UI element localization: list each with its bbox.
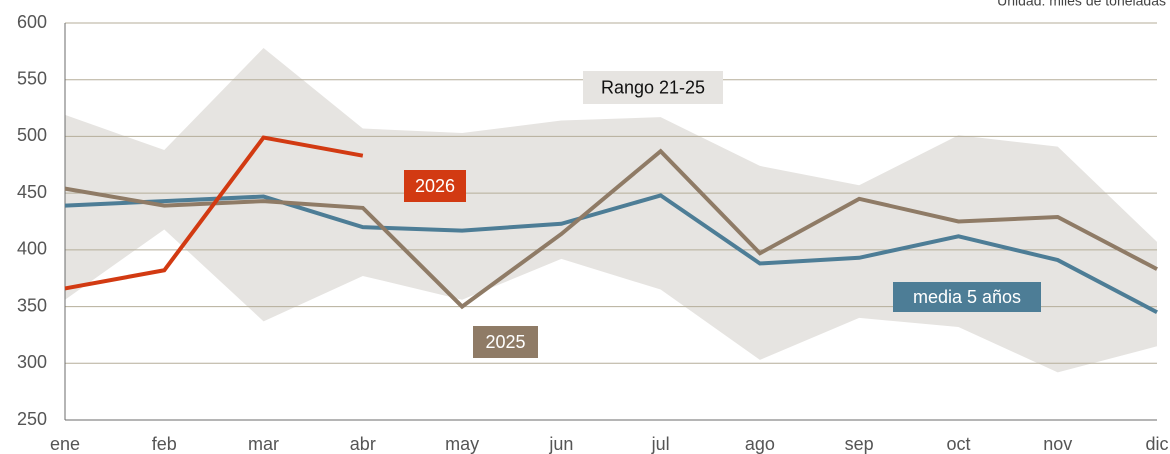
y-tick-label: 450 bbox=[17, 182, 47, 202]
series-line bbox=[64, 135, 364, 291]
y-tick-label: 600 bbox=[17, 12, 47, 32]
y-tick-label: 350 bbox=[17, 295, 47, 315]
label-box bbox=[893, 282, 1041, 312]
x-tick-label: ene bbox=[50, 434, 80, 454]
series-label: 2026 bbox=[415, 176, 455, 196]
x-tick-label: feb bbox=[152, 434, 177, 454]
x-tick-label: sep bbox=[845, 434, 874, 454]
x-tick-label: dic bbox=[1145, 434, 1168, 454]
label-box bbox=[473, 326, 538, 358]
x-tick-label: oct bbox=[946, 434, 970, 454]
y-tick-label: 550 bbox=[17, 68, 47, 88]
y-tick-label: 250 bbox=[17, 409, 47, 429]
series-label: media 5 años bbox=[913, 287, 1021, 307]
series-line bbox=[64, 193, 1158, 315]
series-label: Rango 21-25 bbox=[601, 77, 705, 97]
x-tick-label: ago bbox=[745, 434, 775, 454]
x-tick-label: abr bbox=[350, 434, 376, 454]
label-box bbox=[404, 170, 466, 202]
x-tick-label: jun bbox=[548, 434, 573, 454]
series-line bbox=[64, 148, 1158, 310]
y-tick-label: 500 bbox=[17, 125, 47, 145]
x-tick-label: nov bbox=[1043, 434, 1072, 454]
x-tick-label: may bbox=[445, 434, 479, 454]
chart-subtitle: Unidad: miles de toneladas bbox=[997, 0, 1166, 9]
x-tick-label: jul bbox=[651, 434, 670, 454]
series-label: 2025 bbox=[485, 332, 525, 352]
label-box bbox=[583, 71, 723, 104]
y-tick-label: 400 bbox=[17, 239, 47, 259]
x-tick-label: mar bbox=[248, 434, 279, 454]
y-tick-label: 300 bbox=[17, 352, 47, 372]
